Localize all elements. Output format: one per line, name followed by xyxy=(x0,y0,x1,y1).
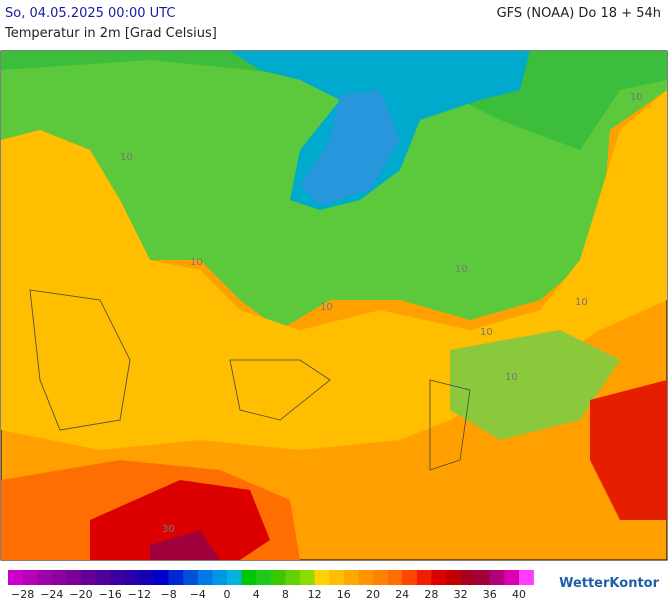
color-swatch xyxy=(387,570,403,585)
color-swatch xyxy=(504,570,520,585)
legend-label: 16 xyxy=(337,588,351,600)
color-swatch xyxy=(519,570,534,585)
color-swatch xyxy=(241,570,257,585)
legend-label: −12 xyxy=(128,588,151,600)
cold-core xyxy=(300,90,400,205)
contour-label: 10 xyxy=(505,372,518,383)
color-swatch xyxy=(460,570,476,585)
contour-label: 10 xyxy=(190,257,203,268)
color-swatch xyxy=(373,570,388,585)
legend-label: −20 xyxy=(69,588,92,600)
color-swatch xyxy=(95,570,111,585)
color-swatch xyxy=(124,570,140,585)
legend-label: 32 xyxy=(454,588,468,600)
legend-label: −24 xyxy=(40,588,63,600)
color-swatch xyxy=(402,570,418,585)
color-swatch xyxy=(110,570,126,585)
logo: WetterKontor xyxy=(559,576,659,591)
legend-label: 24 xyxy=(395,588,409,600)
legend-label: 0 xyxy=(224,588,231,600)
legend-label: 36 xyxy=(483,588,497,600)
color-swatch xyxy=(197,570,213,585)
color-swatch xyxy=(168,570,184,585)
color-swatch xyxy=(300,570,315,585)
contour-label: 10 xyxy=(480,327,493,338)
color-swatch xyxy=(431,570,447,585)
legend-label: −8 xyxy=(160,588,176,600)
contour-label: 10 xyxy=(575,297,588,308)
legend-label: −16 xyxy=(99,588,122,600)
color-swatch xyxy=(343,570,359,585)
color-swatch xyxy=(139,570,155,585)
legend-label: −28 xyxy=(11,588,34,600)
contour-label: 30 xyxy=(162,524,175,535)
color-swatch xyxy=(256,570,272,585)
color-swatch xyxy=(22,570,38,585)
legend-label: 12 xyxy=(308,588,322,600)
legend-label: 4 xyxy=(253,588,260,600)
color-swatch xyxy=(416,570,432,585)
legend-label: 20 xyxy=(366,588,380,600)
hot-core xyxy=(150,530,220,560)
color-swatch xyxy=(66,570,82,585)
legend-label: −4 xyxy=(190,588,206,600)
color-swatch xyxy=(8,570,23,585)
date: So, 04.05.2025 00:00 UTC xyxy=(5,6,176,21)
legend: −28 −24 −20 −16 −12 −8 −4 0 4 8 12 16 20 24 28 32 36 40 xyxy=(8,570,534,600)
green-anatolia xyxy=(450,330,620,440)
model: GFS (NOAA) Do 18 + 54h xyxy=(496,6,661,21)
legend-label: 40 xyxy=(512,588,526,600)
color-swatch xyxy=(446,570,461,585)
contour-label: 10 xyxy=(455,264,468,275)
color-swatch xyxy=(285,570,301,585)
borders xyxy=(29,289,471,471)
color-swatch xyxy=(329,570,345,585)
legend-label: 8 xyxy=(282,588,289,600)
color-swatch xyxy=(270,570,286,585)
legend-label: 28 xyxy=(424,588,438,600)
contour-label: 10 xyxy=(120,152,133,163)
hot-zone xyxy=(90,480,270,560)
color-swatch xyxy=(227,570,242,585)
color-swatch xyxy=(358,570,374,585)
color-swatch xyxy=(81,570,96,585)
contour-label: 10 xyxy=(320,302,333,313)
color-swatch xyxy=(154,570,169,585)
color-swatch xyxy=(37,570,53,585)
color-swatch xyxy=(51,570,67,585)
color-swatch xyxy=(489,570,505,585)
color-swatch xyxy=(212,570,228,585)
color-swatch xyxy=(183,570,199,585)
subtitle: Temperatur in 2m [Grad Celsius] xyxy=(5,26,217,41)
contour-label: 10 xyxy=(630,92,643,103)
color-swatch xyxy=(314,570,330,585)
color-swatch xyxy=(475,570,491,585)
hot-zone-east xyxy=(590,380,667,520)
